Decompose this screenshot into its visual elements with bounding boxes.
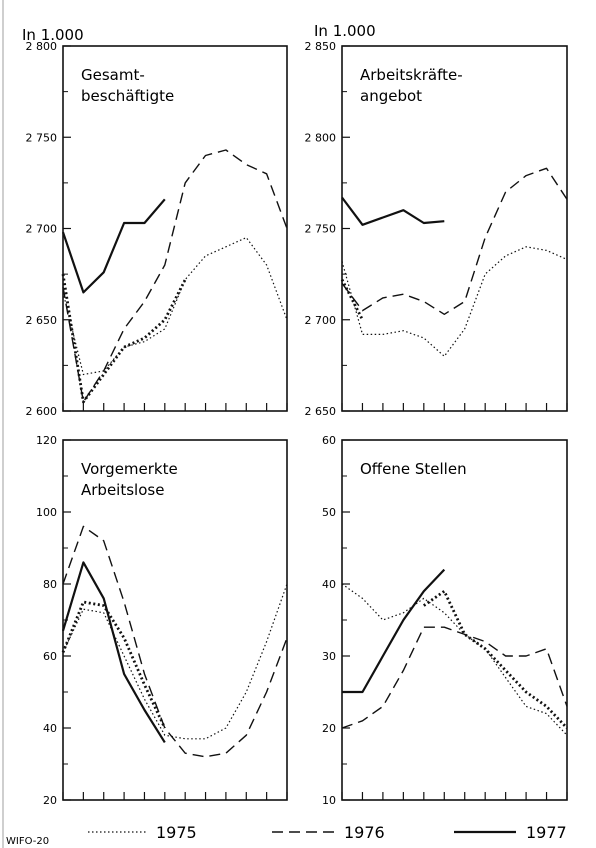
series-line-1975	[62, 583, 288, 740]
y-tick-label: 40	[322, 578, 336, 591]
series-line-1975-bold	[61, 600, 167, 729]
panels: 2 600 2 650 2 700 2 750 2 800 Gesamt-beschäft…	[26, 40, 569, 807]
panel-title-line: angebot	[360, 87, 422, 105]
legend-label-1976: 1976	[344, 823, 385, 842]
series-line-1976	[62, 525, 288, 758]
series-line-1976	[62, 149, 288, 403]
y-tick-label: 2 700	[26, 223, 58, 236]
series-line-1976	[341, 167, 568, 315]
y-tick-label: 50	[322, 506, 336, 519]
panel-1: 2 600 2 650 2 700 2 750 2 800 Gesamt-beschäft…	[26, 40, 288, 418]
series-line-1975	[62, 237, 288, 376]
y-tick-label: 20	[322, 722, 336, 735]
series-line-1977	[341, 196, 445, 226]
y-tick-label: 20	[43, 794, 57, 807]
y-tick-label: 2 650	[26, 314, 58, 327]
y-tick-label: 10	[322, 794, 336, 807]
legend: WIFO-20 1975 1976 1977	[6, 823, 567, 847]
panel-4: 10 20 30 40 50 60 Offene Stellen	[322, 434, 569, 807]
y-tick-label: 30	[322, 650, 336, 663]
series-line-1975	[341, 246, 568, 357]
scan-edge	[2, 0, 4, 848]
y-tick-label: 2 600	[26, 405, 58, 418]
y-tick-label: 40	[43, 722, 57, 735]
y-tick-label: 2 750	[305, 223, 337, 236]
panel-title-line: Arbeitskräfte-	[360, 66, 463, 84]
series-line-1975	[341, 583, 568, 736]
series-line-1975-bold	[340, 278, 364, 321]
series-line-1975-bold	[422, 589, 569, 729]
series-line-1977	[342, 568, 446, 694]
panel-title-line: beschäftigte	[81, 87, 174, 105]
panel-2: 2 650 2 700 2 750 2 800 2 850 Arbeitskräfte-a…	[305, 40, 568, 418]
source-label: WIFO-20	[6, 836, 49, 847]
y-tick-label: 2 850	[305, 40, 337, 53]
series-line-1976	[341, 626, 568, 729]
unit-label-right: In 1.000	[314, 22, 376, 40]
y-tick-label: 2 650	[305, 405, 337, 418]
panel-frame	[341, 439, 568, 801]
panel-3: 20 40 60 80 100 120 Vorgemerkte Arbeitslose	[36, 434, 288, 807]
y-tick-label: 120	[36, 434, 57, 447]
y-tick-label: 60	[322, 434, 336, 447]
series-line-1977	[61, 198, 166, 294]
y-tick-label: 2 800	[26, 40, 58, 53]
y-tick-label: 2 700	[305, 314, 337, 327]
panel-title-line: Offene Stellen	[360, 460, 467, 478]
panel-title-line: Arbeitslose	[81, 481, 164, 499]
y-tick-label: 80	[43, 578, 57, 591]
y-tick-label: 60	[43, 650, 57, 663]
legend-label-1975: 1975	[156, 823, 197, 842]
series-line-1975-bold	[61, 273, 187, 404]
y-tick-label: 100	[36, 506, 57, 519]
panel-title-line: Vorgemerkte	[81, 460, 178, 478]
y-tick-label: 2 750	[26, 131, 58, 144]
unit-label-left: In 1.000	[22, 26, 84, 44]
y-tick-label: 2 800	[305, 131, 337, 144]
legend-label-1977: 1977	[526, 823, 567, 842]
series-line-1977	[61, 561, 166, 743]
panel-title-line: Gesamt-	[81, 66, 145, 84]
